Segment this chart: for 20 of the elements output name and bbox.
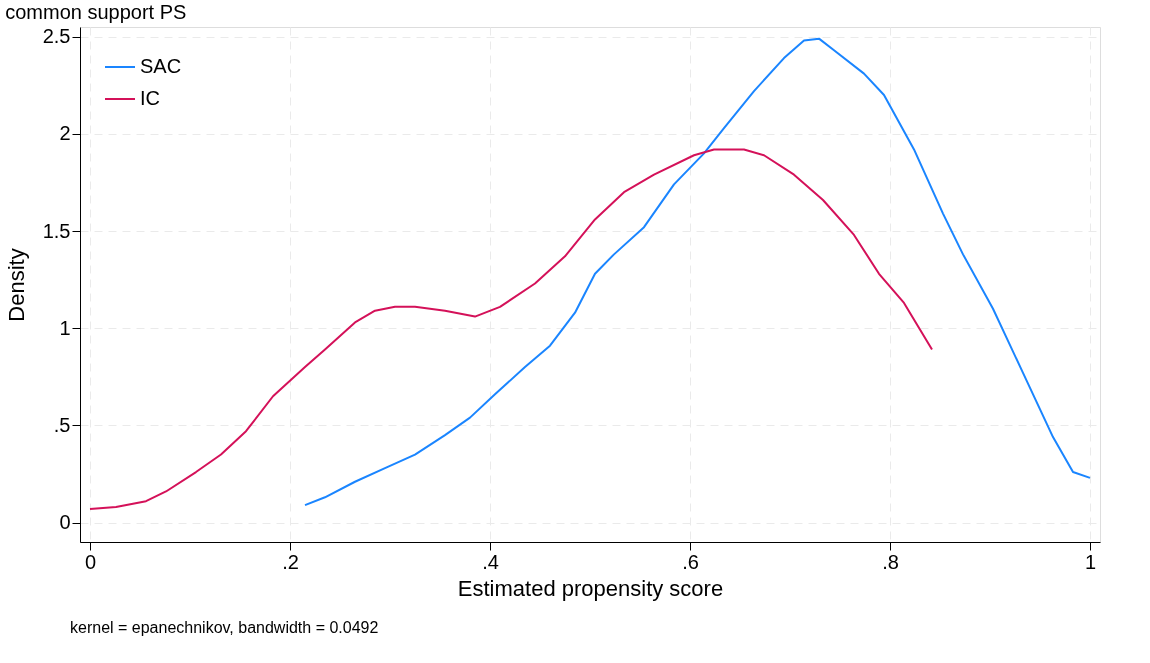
y-tick-label: 2.5 (42, 25, 71, 48)
x-tick-label: .4 (482, 550, 499, 573)
legend-label: IC (140, 87, 160, 109)
y-tick-label: .5 (53, 413, 71, 436)
x-axis-title: Estimated propensity score (457, 575, 724, 601)
x-tick-label: .8 (882, 550, 899, 573)
chart-title: common support PS (5, 0, 187, 23)
x-tick-label: 1 (1084, 550, 1097, 573)
y-tick-label: 2 (59, 122, 71, 145)
text: kernel = epanechnikov, bandwidth = 0.0492 (70, 619, 379, 636)
y-tick-label: 1 (59, 316, 71, 339)
line-series (304, 37, 1091, 507)
y-tick-label: 1.5 (42, 219, 71, 242)
y-tick-label: 0 (59, 511, 71, 534)
x-tick-label: .6 (682, 550, 699, 573)
y-axis-title: Density (3, 248, 29, 322)
x-tick-label: .2 (282, 550, 299, 573)
x-tick-label: 0 (84, 550, 97, 573)
line-series (89, 148, 933, 510)
legend-label: SAC (140, 55, 182, 77)
